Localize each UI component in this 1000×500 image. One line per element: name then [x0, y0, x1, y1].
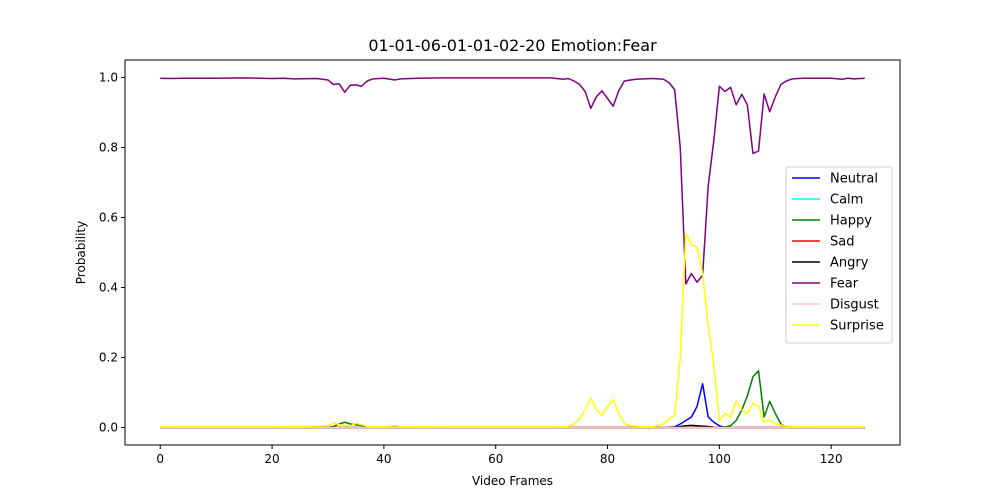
x-tick-label: 20: [264, 452, 279, 466]
legend-label-neutral: Neutral: [830, 172, 878, 187]
legend-label-sad: Sad: [830, 235, 854, 250]
x-tick-label: 60: [488, 452, 503, 466]
y-tick-label: 0.6: [99, 211, 118, 225]
x-axis-label: Video Frames: [472, 474, 553, 488]
axis-ticks: 0 20 40 60 80 100 120 0.0 0.2 0.4 0.6 0.8 1.0: [99, 71, 843, 467]
y-tick-label: 0.0: [99, 421, 118, 435]
chart-title: 01-01-06-01-01-02-20 Emotion:Fear: [368, 36, 657, 55]
plot-area: [160, 77, 865, 429]
legend-label-angry: Angry: [830, 256, 869, 271]
x-tick-label: 100: [708, 452, 731, 466]
y-tick-label: 0.4: [99, 281, 118, 295]
legend-label-calm: Calm: [830, 193, 863, 208]
y-tick-label: 0.8: [99, 141, 118, 155]
x-tick-label: 0: [156, 452, 164, 466]
axes-frame: [124, 59, 901, 446]
series-line-surprise: [160, 232, 865, 428]
y-axis-label: Probability: [74, 221, 88, 284]
y-tick-label: 0.2: [99, 351, 118, 365]
series-line-fear: [160, 77, 865, 285]
y-tick-label: 1.0: [99, 71, 118, 85]
legend-label-disgust: Disgust: [830, 298, 879, 313]
legend-label-happy: Happy: [830, 214, 872, 229]
x-tick-label: 120: [820, 452, 843, 466]
x-tick-label: 40: [376, 452, 391, 466]
series-line-happy: [160, 370, 865, 429]
legend-label-fear: Fear: [830, 277, 859, 292]
legend: Neutral Calm Happy Sad Angry Fear Disgust Surpr…: [785, 166, 893, 344]
legend-box: [785, 166, 893, 344]
x-tick-label: 80: [600, 452, 615, 466]
legend-label-surprise: Surprise: [830, 319, 884, 334]
